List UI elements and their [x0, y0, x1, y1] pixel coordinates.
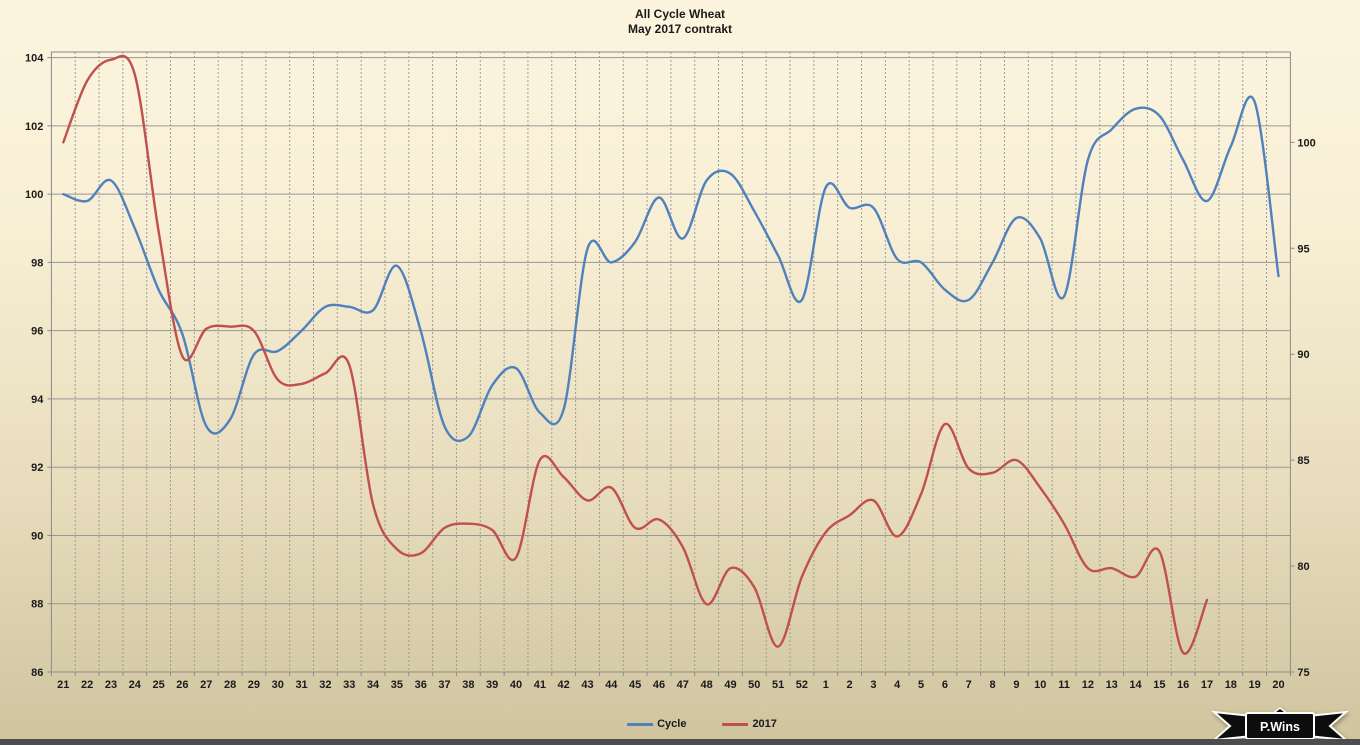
x-axis-label: 41	[534, 679, 546, 691]
x-axis-label: 49	[724, 679, 736, 691]
x-axis-label: 33	[343, 679, 355, 691]
x-axis-label: 24	[129, 679, 142, 691]
x-axis-label: 32	[319, 679, 331, 691]
bottom-bar	[0, 739, 1360, 745]
x-axis-label: 20	[1272, 679, 1284, 691]
legend-item-2017[interactable]: 2017	[722, 718, 777, 730]
x-axis-label: 2	[847, 679, 853, 691]
x-axis-label: 38	[462, 679, 474, 691]
x-axis-label: 15	[1153, 679, 1165, 691]
pwins-logo: P.Wins	[1210, 707, 1350, 742]
chart-subtitle: May 2017 contrakt	[627, 22, 733, 36]
x-axis-label: 52	[796, 679, 808, 691]
y-axis-label-left: 96	[31, 326, 43, 338]
x-axis-label: 37	[438, 679, 450, 691]
x-axis-label: 16	[1177, 679, 1189, 691]
x-axis-label: 31	[295, 679, 307, 691]
y-axis-label-left: 90	[31, 530, 43, 542]
x-axis-label: 47	[677, 679, 689, 691]
x-axis-label: 39	[486, 679, 498, 691]
x-axis-label: 21	[57, 679, 69, 691]
chart-title: All Cycle Wheat	[634, 7, 726, 21]
legend-swatch-2017	[722, 722, 749, 726]
x-axis-label: 22	[81, 679, 93, 691]
x-axis-label: 27	[200, 679, 212, 691]
chart-title-block: All Cycle Wheat May 2017 contrakt	[0, 7, 1360, 37]
series-line-cycle[interactable]	[62, 95, 1280, 443]
y-axis-label-right: 100	[1297, 137, 1315, 149]
x-axis-label: 6	[942, 679, 948, 691]
x-axis-label: 28	[224, 679, 236, 691]
x-axis-label: 35	[391, 679, 403, 691]
x-axis-label: 45	[629, 679, 641, 691]
x-axis-label: 1	[823, 679, 829, 691]
y-axis-label-right: 90	[1297, 349, 1309, 361]
x-axis-label: 34	[367, 679, 380, 691]
legend-label: Cycle	[657, 718, 687, 730]
y-axis-label-right: 85	[1297, 455, 1309, 467]
x-axis-label: 9	[1013, 679, 1019, 691]
x-axis-label: 8	[989, 679, 995, 691]
legend-swatch-cycle	[627, 722, 654, 726]
legend: Cycle 2017	[627, 716, 777, 732]
x-axis-label: 13	[1106, 679, 1118, 691]
y-axis-label-left: 86	[31, 667, 43, 679]
legend-item-cycle[interactable]: Cycle	[627, 718, 686, 730]
x-axis-label: 40	[510, 679, 522, 691]
x-axis-label: 14	[1129, 679, 1142, 691]
y-axis-label-left: 98	[31, 257, 43, 269]
x-axis-label: 18	[1225, 679, 1237, 691]
x-axis-label: 51	[772, 679, 784, 691]
y-axis-label-right: 95	[1297, 243, 1309, 255]
x-axis-label: 10	[1034, 679, 1046, 691]
x-axis-label: 11	[1058, 679, 1070, 691]
x-axis-label: 44	[605, 679, 618, 691]
x-axis-label: 25	[152, 679, 164, 691]
x-axis-label: 23	[105, 679, 117, 691]
pwins-logo-text: P.Wins	[1260, 720, 1300, 734]
x-axis-label: 17	[1201, 679, 1213, 691]
x-axis-label: 26	[176, 679, 188, 691]
y-axis-label-right: 75	[1297, 667, 1309, 679]
x-axis-label: 4	[894, 679, 901, 691]
legend-label: 2017	[752, 718, 777, 730]
y-axis-label-right: 80	[1297, 561, 1309, 573]
y-axis-label-left: 102	[25, 121, 43, 133]
x-axis-label: 29	[248, 679, 260, 691]
x-axis-label: 3	[870, 679, 876, 691]
x-axis-label: 30	[272, 679, 284, 691]
y-axis-label-left: 100	[25, 189, 43, 201]
x-axis-label: 19	[1249, 679, 1261, 691]
x-axis-label: 7	[966, 679, 972, 691]
x-axis-label: 43	[581, 679, 593, 691]
x-axis-label: 46	[653, 679, 665, 691]
y-axis-label-left: 94	[31, 394, 44, 406]
series-line-2017[interactable]	[62, 54, 1209, 655]
x-axis-label: 12	[1082, 679, 1094, 691]
y-axis-label-left: 92	[31, 462, 43, 474]
x-axis-label: 48	[701, 679, 713, 691]
x-axis-label: 42	[558, 679, 570, 691]
y-axis-label-left: 104	[25, 53, 44, 65]
y-axis-label-left: 88	[31, 599, 43, 611]
x-axis-label: 50	[748, 679, 760, 691]
x-axis-label: 36	[415, 679, 427, 691]
x-axis-label: 5	[918, 679, 924, 691]
